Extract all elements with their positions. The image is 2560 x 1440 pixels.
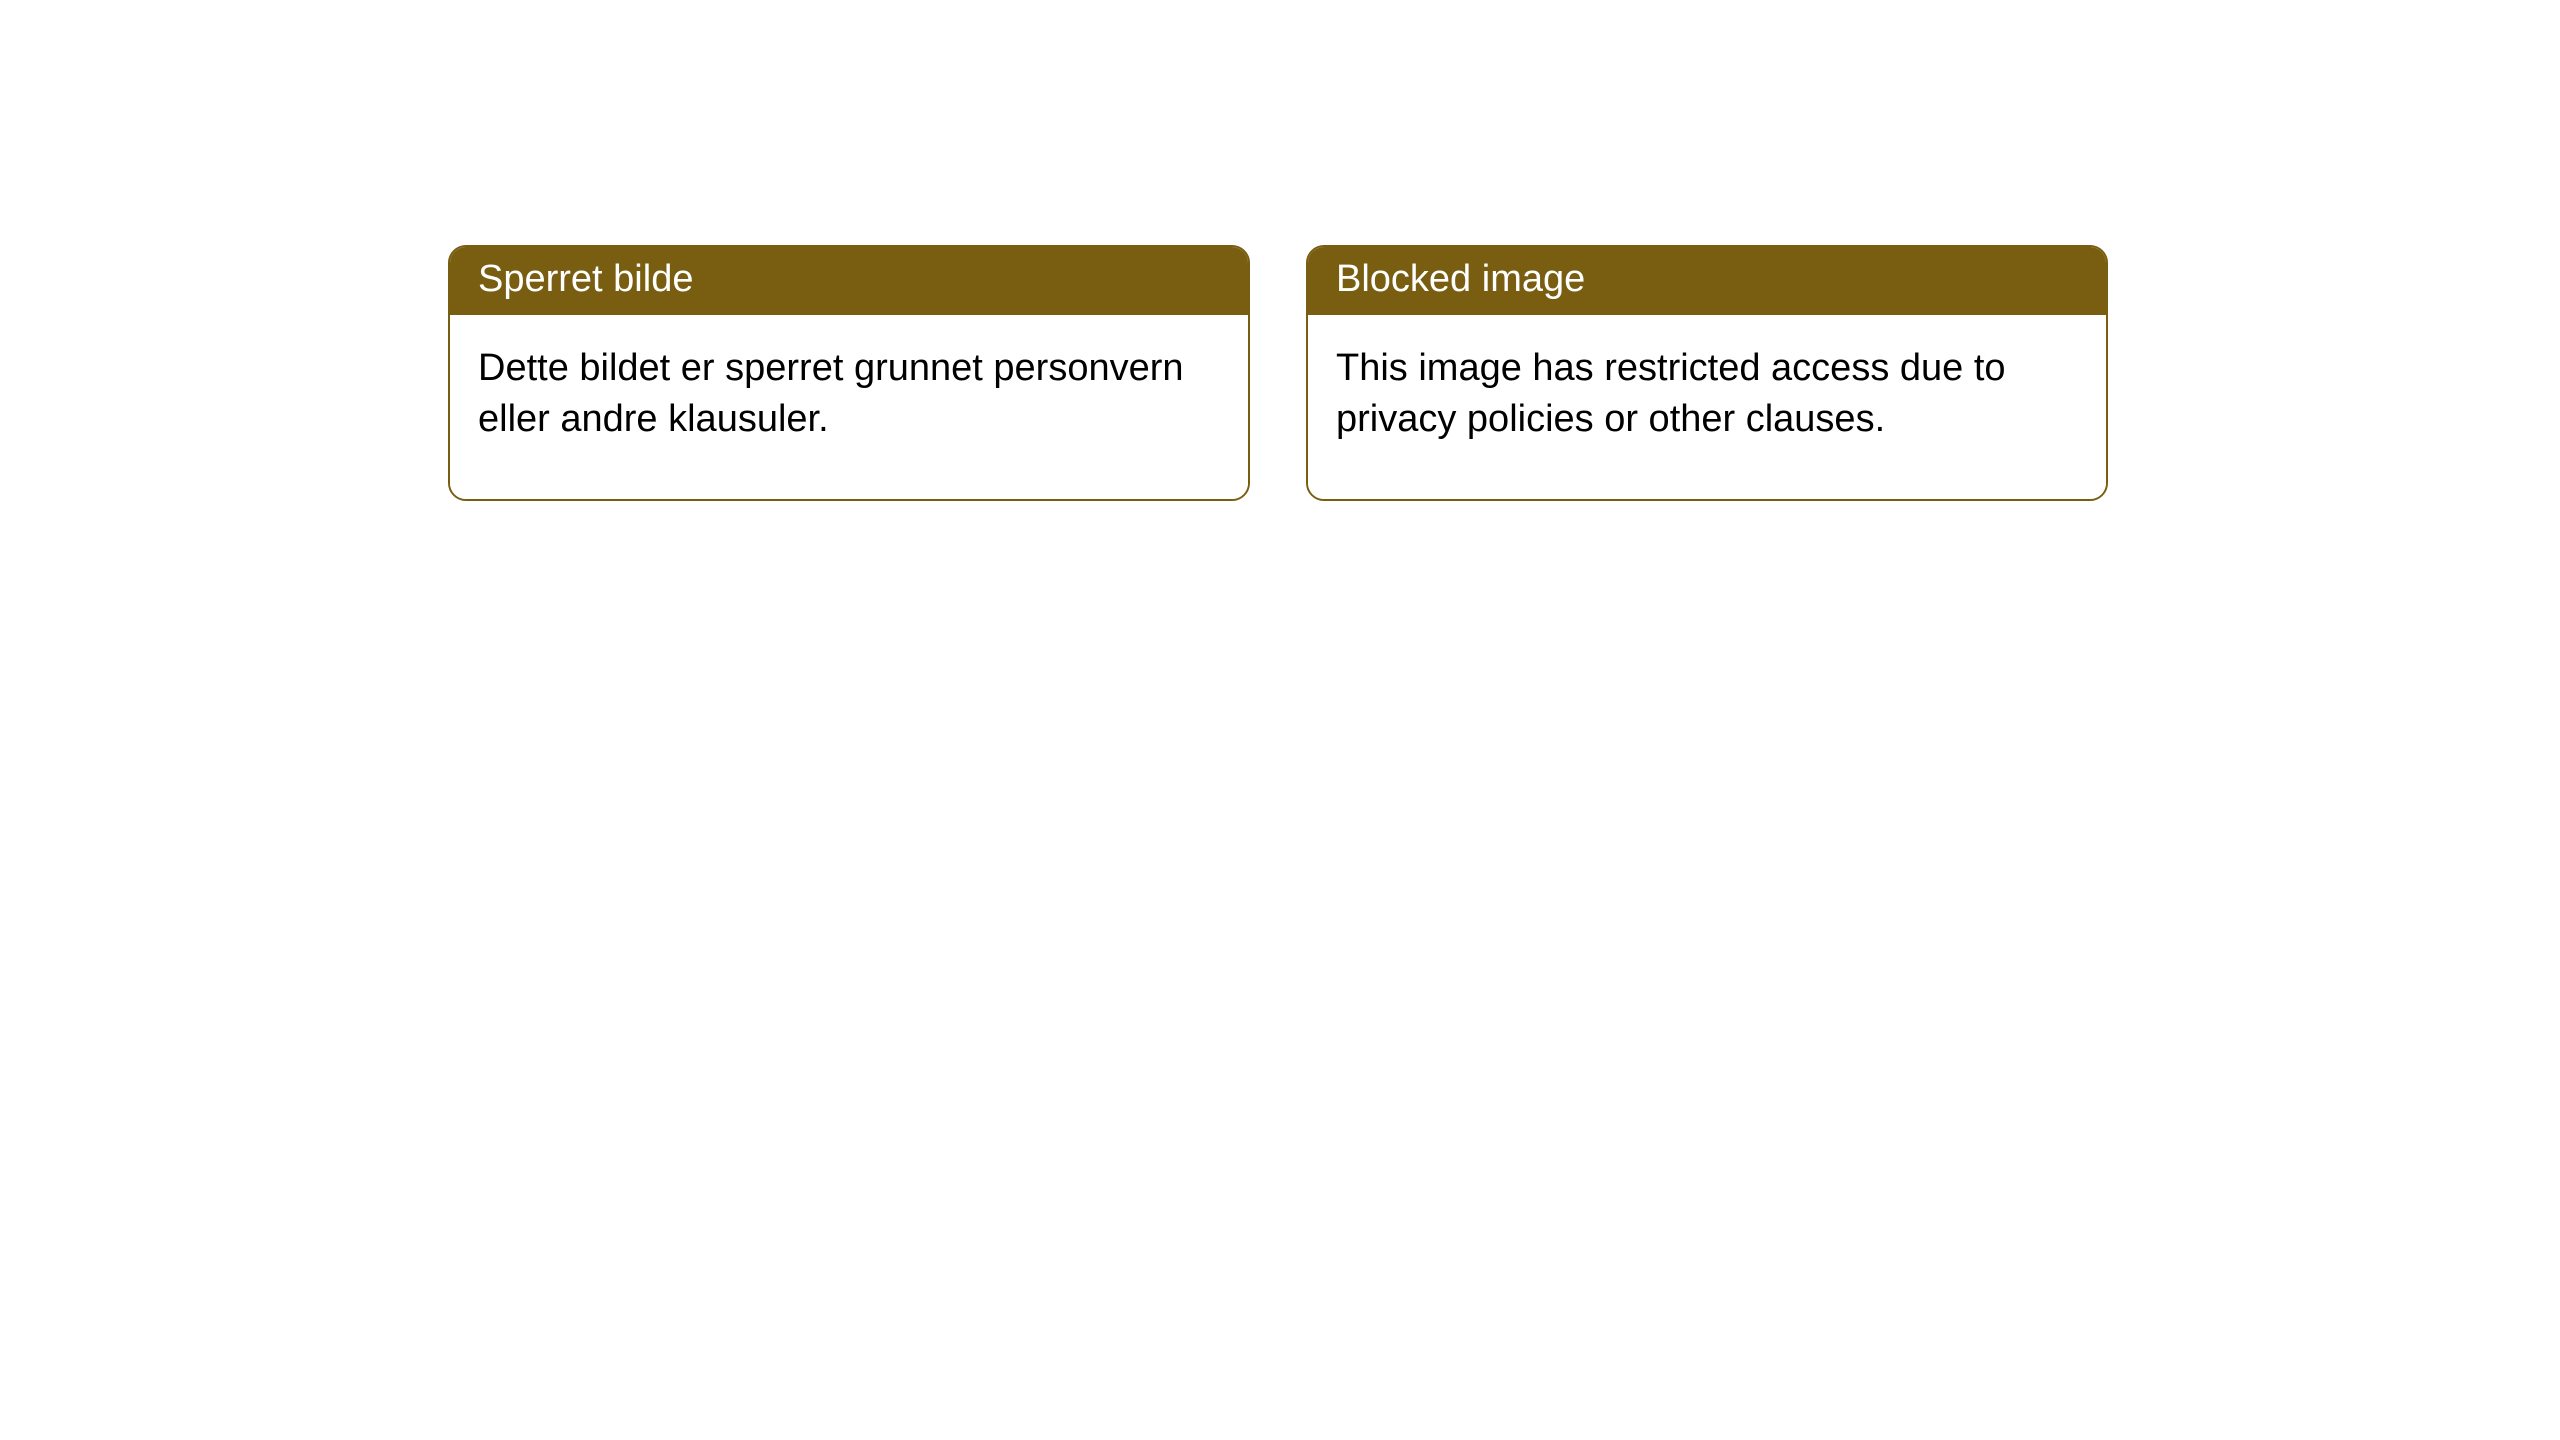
- notice-header-no: Sperret bilde: [450, 247, 1248, 315]
- notice-body-en: This image has restricted access due to …: [1308, 315, 2106, 499]
- notice-body-no: Dette bildet er sperret grunnet personve…: [450, 315, 1248, 499]
- notice-card-no: Sperret bilde Dette bildet er sperret gr…: [448, 245, 1250, 501]
- notice-header-en: Blocked image: [1308, 247, 2106, 315]
- notice-card-en: Blocked image This image has restricted …: [1306, 245, 2108, 501]
- notice-container: Sperret bilde Dette bildet er sperret gr…: [0, 0, 2560, 501]
